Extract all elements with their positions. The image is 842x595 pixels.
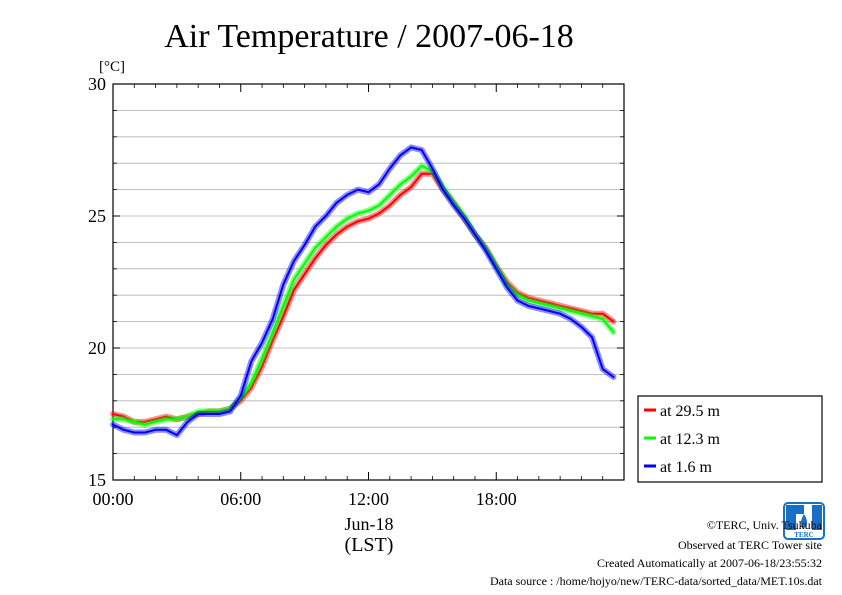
legend-label: at 1.6 m	[660, 459, 713, 476]
legend: at 29.5 m at 12.3 m at 1.6 m	[637, 395, 823, 483]
logo-text: TERC	[794, 531, 813, 539]
y-tick-label: 25	[88, 206, 106, 226]
legend-label: at 29.5 m	[660, 403, 721, 420]
footer-copyright: ©TERC, Univ. Tsukuba	[706, 518, 822, 532]
legend-box	[637, 395, 823, 483]
x-tick-label: 06:00	[220, 489, 261, 509]
x-tick-label: 00:00	[92, 489, 133, 509]
grid-lines	[113, 110, 624, 455]
series-line	[112, 164, 615, 426]
chart-title: Air Temperature / 2007-06-18	[164, 18, 574, 55]
water-drop-icon	[801, 514, 807, 528]
logo-left-block	[786, 505, 804, 530]
logo-right-block	[812, 505, 822, 530]
y-tick-label: 30	[88, 74, 106, 94]
footer-observed: Observed at TERC Tower site	[677, 538, 822, 552]
footer-source: Data source : /home/hojyo/new/TERC-data/…	[489, 574, 822, 588]
x-tick-label: 12:00	[348, 489, 389, 509]
y-axis-unit-label: [°C]	[99, 59, 125, 75]
x-axis-date-label: Jun-18	[345, 514, 394, 534]
y-axis: 15 20 25 30	[88, 74, 624, 490]
x-axis: 00:00 06:00 12:00 18:00	[92, 84, 604, 509]
series-lines	[110, 144, 617, 439]
x-axis-timezone-label: (LST)	[345, 534, 394, 556]
legend-label: at 12.3 m	[660, 431, 721, 448]
footer-created: Created Automatically at 2007-06-18/23:5…	[597, 556, 822, 570]
terc-logo: TERC	[783, 502, 825, 540]
x-tick-label: 18:00	[476, 489, 517, 509]
y-tick-label: 20	[88, 338, 106, 358]
y-tick-label: 15	[88, 470, 106, 490]
series-line	[112, 146, 615, 437]
